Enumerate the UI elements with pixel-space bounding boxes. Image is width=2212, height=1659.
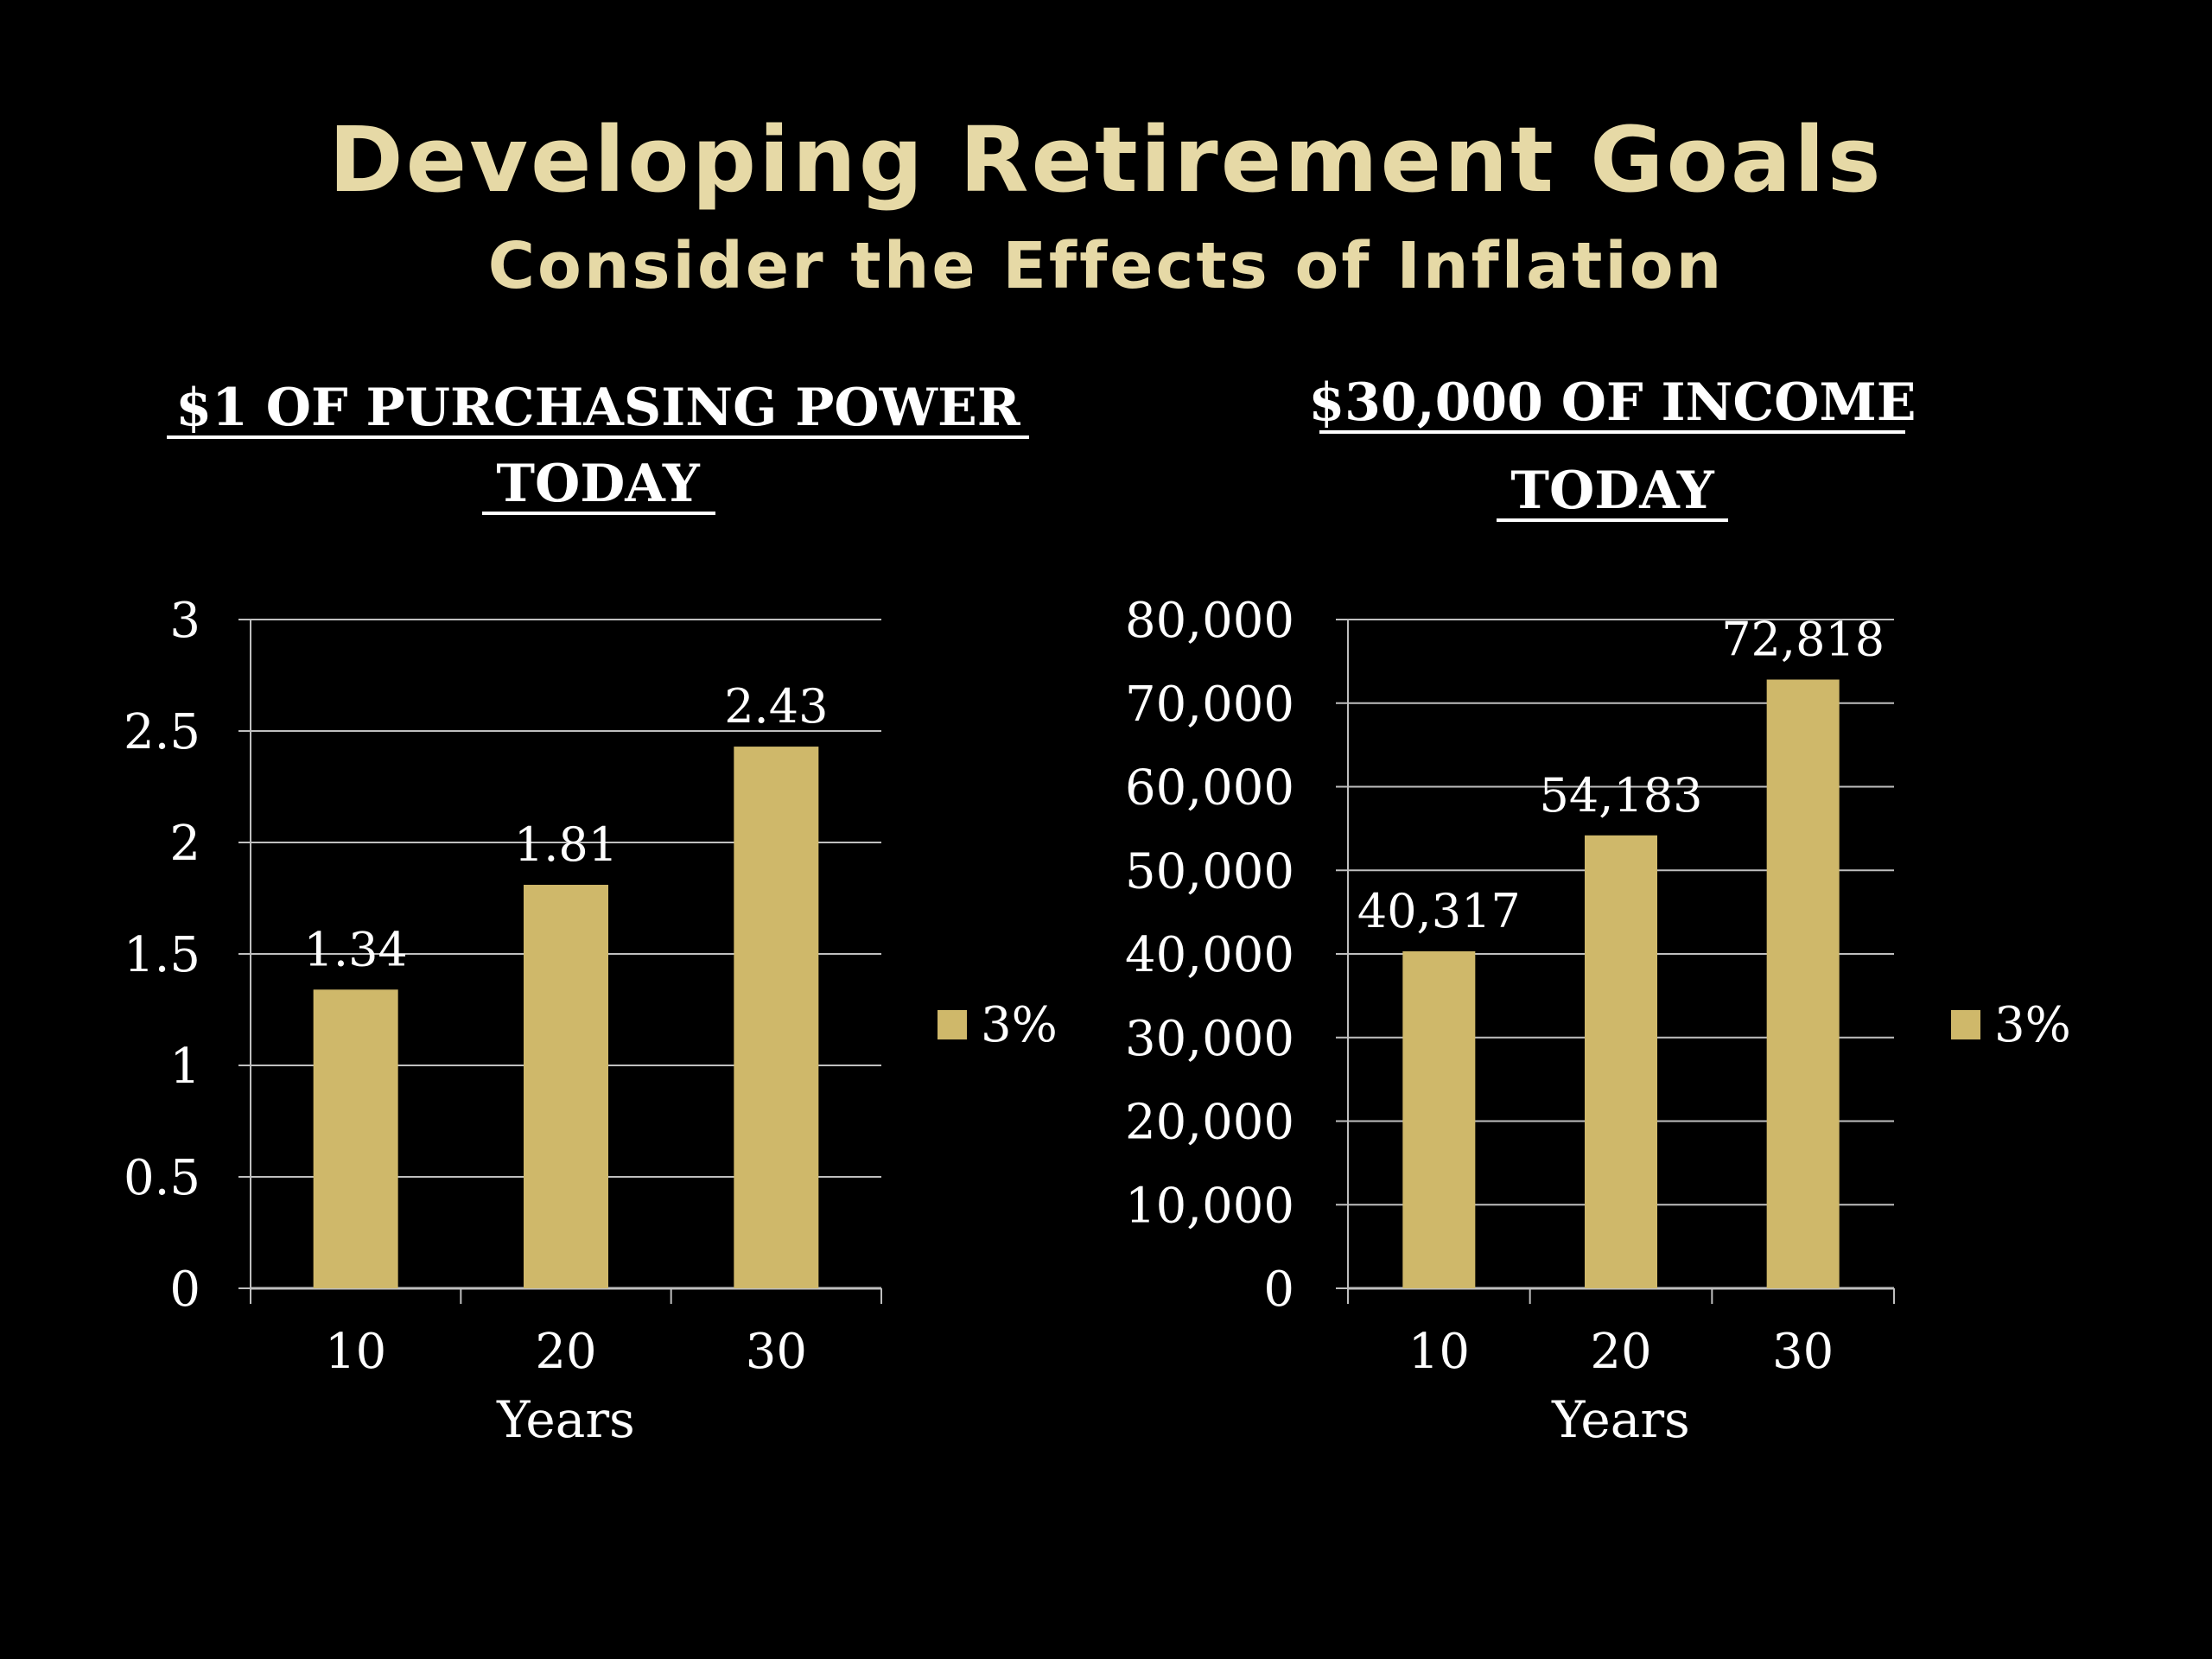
chart-2-y-tick-label: 30,000 — [1125, 1011, 1294, 1067]
chart-1-data-label-20: 1.81 — [514, 817, 618, 872]
chart-1-y-tick-label: 1.5 — [124, 927, 200, 983]
slide-title: Developing Retirement Goals — [328, 107, 1884, 213]
chart-2-y-tick-label: 20,000 — [1125, 1095, 1294, 1151]
chart-1-y-tick-label: 2.5 — [124, 704, 200, 760]
chart-2-bar-30 — [1766, 679, 1840, 1288]
chart-2-x-tick-label-30: 30 — [1772, 1324, 1834, 1380]
chart-1-data-label-10: 1.34 — [304, 922, 408, 976]
chart-1-x-axis-title: Years — [496, 1390, 635, 1449]
chart-1-x-tick-label-20: 20 — [535, 1324, 596, 1380]
chart-2-bar-20 — [1585, 835, 1657, 1288]
chart-1-x-tick-label-10: 10 — [325, 1324, 386, 1380]
chart-2-y-tick-label: 10,000 — [1125, 1178, 1294, 1234]
chart-2-legend-swatch — [1951, 1010, 1980, 1039]
chart-2-x-tick-label-20: 20 — [1590, 1324, 1651, 1380]
chart-1-bar-10 — [313, 989, 398, 1288]
chart-2-data-label-20: 54,183 — [1540, 768, 1703, 823]
chart-1-title-line-1: $1 OF PURCHASING POWER — [175, 378, 1020, 438]
chart-1-legend-swatch — [938, 1010, 967, 1039]
chart-1-y-tick-label: 3 — [169, 593, 200, 649]
chart-2-title-line-1: $30,000 OF INCOME — [1308, 372, 1916, 433]
chart-2-y-tick-label: 40,000 — [1125, 927, 1294, 983]
chart-2-y-tick-label: 70,000 — [1125, 677, 1294, 733]
chart-1-y-tick-label: 0.5 — [124, 1150, 200, 1206]
chart-2-y-tick-label: 0 — [1263, 1262, 1294, 1318]
chart-2-data-label-30: 72,818 — [1721, 612, 1885, 666]
chart-2-y-tick-label: 80,000 — [1125, 593, 1294, 649]
chart-2-y-tick-label: 50,000 — [1125, 843, 1294, 899]
chart-1-x-tick-label-30: 30 — [746, 1324, 807, 1380]
chart-1-title-line-2: TODAY — [496, 454, 701, 514]
chart-2-x-axis-title: Years — [1551, 1390, 1690, 1449]
chart-2-bar-10 — [1402, 950, 1476, 1288]
chart-2-title-line-2: TODAY — [1510, 461, 1715, 521]
slide-subtitle: Consider the Effects of Inflation — [487, 229, 1725, 303]
chart-1-y-tick-label: 0 — [169, 1262, 200, 1318]
chart-2-data-label-10: 40,317 — [1357, 884, 1521, 938]
chart-2-legend-label: 3% — [1994, 997, 2071, 1053]
chart-1-bar-30 — [734, 747, 819, 1288]
chart-1-data-label-30: 2.43 — [724, 679, 828, 734]
chart-2-x-tick-label-10: 10 — [1408, 1324, 1470, 1380]
chart-1-y-tick-label: 2 — [169, 816, 200, 872]
chart-2-y-tick-label: 60,000 — [1125, 760, 1294, 817]
chart-1-bar-20 — [524, 885, 608, 1288]
chart-1-legend-label: 3% — [981, 997, 1058, 1053]
chart-1-y-tick-label: 1 — [169, 1039, 200, 1095]
